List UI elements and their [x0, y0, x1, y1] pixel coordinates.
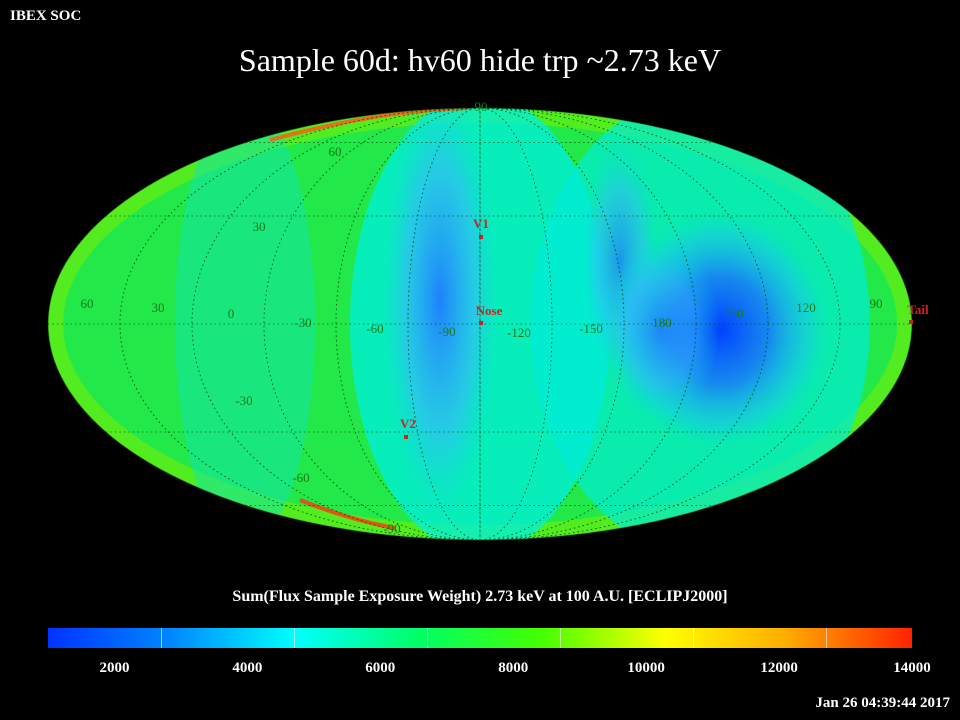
colorbar-tick-label: 2000	[99, 660, 130, 676]
colorbar	[48, 628, 912, 648]
marker-label-v2: V2	[400, 416, 416, 431]
marker-dot-v2	[404, 435, 408, 439]
latitude-label: -30	[235, 393, 252, 408]
markers: V1 Nose V2 Tail	[400, 216, 929, 439]
colorbar-tick-label: 6000	[365, 660, 396, 676]
marker-label-tail: Tail	[907, 302, 929, 317]
marker-label-nose: Nose	[476, 303, 503, 318]
graticule	[48, 107, 912, 541]
colorbar-tick-label: 14000	[893, 660, 931, 676]
latitude-label: -90	[383, 521, 400, 536]
longitude-label: 0	[228, 306, 235, 321]
longitude-label: 120	[796, 300, 816, 315]
colorbar-divider	[825, 628, 827, 648]
colorbar-tick-label: 10000	[627, 660, 665, 676]
colorbar-divider	[426, 628, 428, 648]
longitude-label: -90	[438, 324, 455, 339]
latitude-label: -60	[292, 470, 309, 485]
marker-dot-nose	[479, 321, 483, 325]
colorbar-divider	[160, 628, 162, 648]
map-title: Sample 60d: hv60 hide trp ~2.73 keV	[238, 42, 722, 78]
longitude-label: 180	[652, 315, 672, 330]
latitude-label: 30	[253, 219, 266, 234]
longitude-label: -60	[366, 321, 383, 336]
longitude-label: 90	[870, 296, 883, 311]
header-label: IBEX SOC	[10, 8, 82, 24]
marker-label-v1: V1	[473, 216, 489, 231]
longitude-label: 30	[152, 300, 165, 315]
longitude-label: -30	[294, 315, 311, 330]
marker-dot-v1	[479, 235, 483, 239]
longitude-label: -120	[507, 325, 531, 340]
grid-labels: 60 30 0 -30 -60 -90 -120 -150 180 150 120 90 90 60 30 -…	[81, 99, 883, 536]
colorbar-divider	[293, 628, 295, 648]
colorbar-title: Sum(Flux Sample Exposure Weight) 2.73 ke…	[232, 588, 728, 605]
longitude-label: -150	[579, 321, 603, 336]
longitude-label: 150	[724, 306, 744, 321]
colorbar-divider	[559, 628, 561, 648]
latitude-label: 90	[475, 99, 488, 114]
latitude-label: 60	[329, 144, 342, 159]
colorbar-divider	[692, 628, 694, 648]
colorbar-tick-label: 4000	[232, 660, 263, 676]
timestamp: Jan 26 04:39:44 2017	[815, 695, 950, 711]
colorbar-tick-label: 12000	[760, 660, 798, 676]
colorbar-tick-label: 8000	[498, 660, 529, 676]
longitude-label: 60	[81, 296, 94, 311]
marker-dot-tail	[909, 320, 913, 324]
